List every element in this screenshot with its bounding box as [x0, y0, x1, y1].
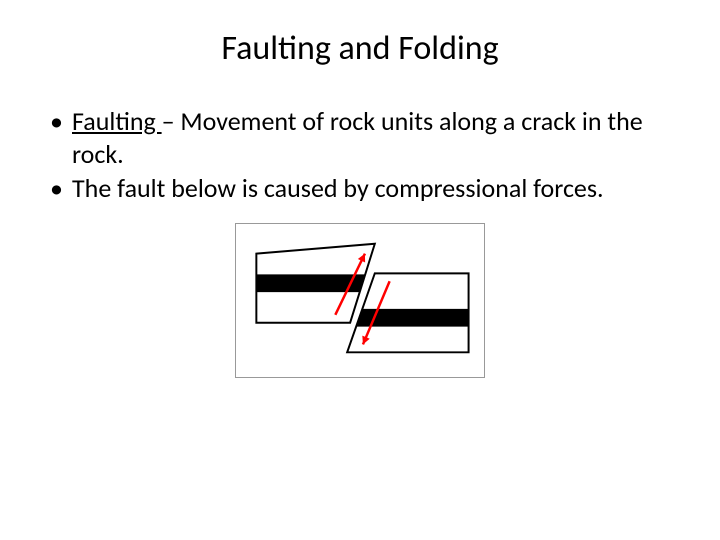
bullet-list: Faulting – Movement of rock units along … — [40, 105, 680, 205]
term-faulting: Faulting — [72, 105, 162, 137]
fault-diagram — [235, 223, 485, 378]
bullet-text: The fault below is caused by compression… — [72, 172, 604, 204]
bullet-item: The fault below is caused by compression… — [50, 172, 680, 205]
slide: Faulting and Folding Faulting – Movement… — [0, 0, 720, 398]
fault-diagram-container — [40, 223, 680, 378]
page-title: Faulting and Folding — [40, 28, 680, 69]
bullet-item: Faulting – Movement of rock units along … — [50, 105, 680, 170]
